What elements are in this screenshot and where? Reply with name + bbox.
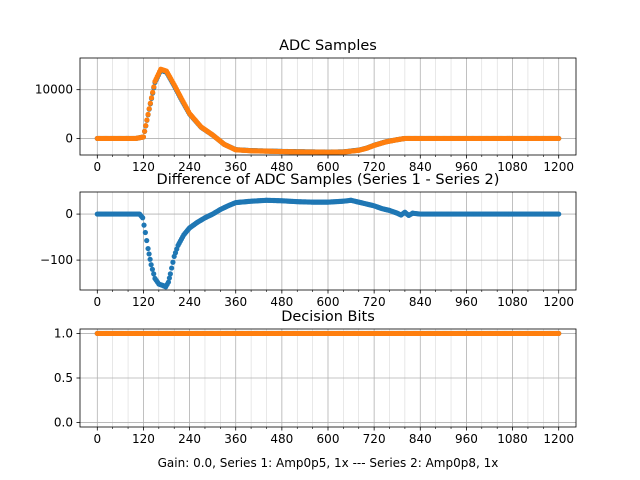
data-point — [170, 259, 176, 265]
x-tick-label: 600 — [317, 160, 340, 174]
y-tick-label: 10000 — [35, 83, 73, 97]
y-tick-label: 0.5 — [54, 371, 73, 385]
data-point — [141, 222, 147, 228]
x-tick-label: 480 — [270, 295, 293, 309]
data-point — [145, 111, 151, 117]
x-tick-label: 1080 — [497, 295, 528, 309]
data-point — [148, 95, 155, 101]
x-tick-label: 1200 — [543, 432, 574, 446]
x-tick-label: 240 — [178, 160, 201, 174]
data-point — [151, 271, 157, 277]
x-tick-label: 0 — [93, 432, 101, 446]
series-2-markers — [94, 66, 562, 155]
x-tick-label: 840 — [409, 432, 432, 446]
data-point — [556, 135, 562, 142]
data-point — [146, 251, 152, 257]
subplot-title: ADC Samples — [279, 38, 377, 54]
difference-subplot: 0 120 240 360 480 600 720 840 960 1080 1200 −100 0 Di… — [40, 172, 577, 309]
x-tick-label: 720 — [363, 432, 386, 446]
x-tick-label: 1080 — [497, 160, 528, 174]
data-point — [142, 229, 148, 236]
data-point — [147, 256, 153, 262]
data-point — [144, 237, 150, 244]
data-point — [169, 265, 175, 271]
x-tick-label: 0 — [93, 295, 101, 309]
x-tick-label: 240 — [178, 432, 201, 446]
data-point — [167, 271, 173, 277]
subplot-title: Decision Bits — [281, 309, 375, 325]
data-point — [166, 275, 172, 281]
data-point — [146, 106, 152, 112]
data-point — [556, 330, 562, 337]
data-point — [140, 134, 147, 140]
decision-bits-subplot: 0 120 240 360 480 600 720 840 960 1080 1200 0.0 0.5 1… — [54, 309, 577, 446]
data-point — [147, 100, 153, 106]
data-point — [140, 215, 146, 221]
x-tick-label: 840 — [409, 160, 432, 174]
x-tick-label: 480 — [270, 160, 293, 174]
x-tick-label: 960 — [455, 160, 478, 174]
subplot-title: Difference of ADC Samples (Series 1 - Se… — [157, 172, 500, 188]
data-point — [165, 279, 172, 285]
y-tick-label: 1.0 — [54, 326, 73, 340]
data-point — [143, 123, 149, 129]
x-tick-label: 240 — [178, 295, 201, 309]
data-point — [556, 211, 562, 217]
x-tick-label: 360 — [224, 432, 247, 446]
data-point — [151, 84, 157, 90]
x-tick-label: 1080 — [497, 432, 528, 446]
series-1-markers — [94, 197, 562, 290]
y-tick-label: 0 — [65, 207, 73, 221]
x-tick-label: 120 — [132, 160, 155, 174]
x-tick-label: 0 — [93, 160, 101, 174]
series-2-markers — [94, 330, 562, 337]
x-tick-label: 360 — [224, 295, 247, 309]
x-tick-label: 600 — [317, 432, 340, 446]
data-point — [150, 89, 156, 95]
x-tick-label: 480 — [270, 432, 293, 446]
x-tick-label: 1200 — [543, 295, 574, 309]
y-tick-label: 0 — [65, 131, 73, 145]
x-tick-label: 600 — [317, 295, 340, 309]
adc-samples-subplot: 0 120 240 360 480 600 720 840 960 1080 1200 0 10000 A… — [35, 38, 577, 174]
figure-caption: Gain: 0.0, Series 1: Amp0p5, 1x --- Seri… — [158, 456, 499, 470]
x-tick-label: 720 — [363, 160, 386, 174]
x-tick-label: 960 — [455, 432, 478, 446]
y-tick-label: −100 — [40, 253, 73, 267]
x-tick-label: 1200 — [543, 160, 574, 174]
x-tick-label: 960 — [455, 295, 478, 309]
x-tick-label: 360 — [224, 160, 247, 174]
x-tick-label: 120 — [132, 432, 155, 446]
x-tick-label: 720 — [363, 295, 386, 309]
x-tick-label: 840 — [409, 295, 432, 309]
data-point — [145, 245, 151, 252]
x-tick-label: 120 — [132, 295, 155, 309]
data-point — [142, 128, 148, 134]
y-tick-label: 0.0 — [54, 416, 73, 430]
data-point — [149, 266, 156, 272]
data-point — [144, 117, 150, 123]
data-point — [148, 262, 154, 268]
